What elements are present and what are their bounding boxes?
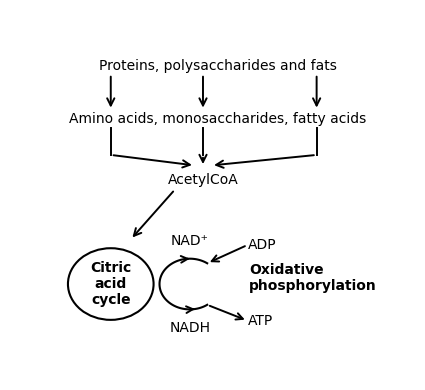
Text: Citric
acid
cycle: Citric acid cycle xyxy=(90,261,131,307)
Text: AcetylCoA: AcetylCoA xyxy=(167,174,238,188)
Text: Amino acids, monosaccharides, fatty acids: Amino acids, monosaccharides, fatty acid… xyxy=(69,112,366,126)
Text: Oxidative
phosphorylation: Oxidative phosphorylation xyxy=(249,263,377,293)
Text: NADH: NADH xyxy=(169,321,210,335)
Text: ADP: ADP xyxy=(247,238,276,252)
Text: NAD⁺: NAD⁺ xyxy=(171,234,209,248)
Text: Proteins, polysaccharides and fats: Proteins, polysaccharides and fats xyxy=(99,59,337,73)
Text: ATP: ATP xyxy=(247,314,273,328)
